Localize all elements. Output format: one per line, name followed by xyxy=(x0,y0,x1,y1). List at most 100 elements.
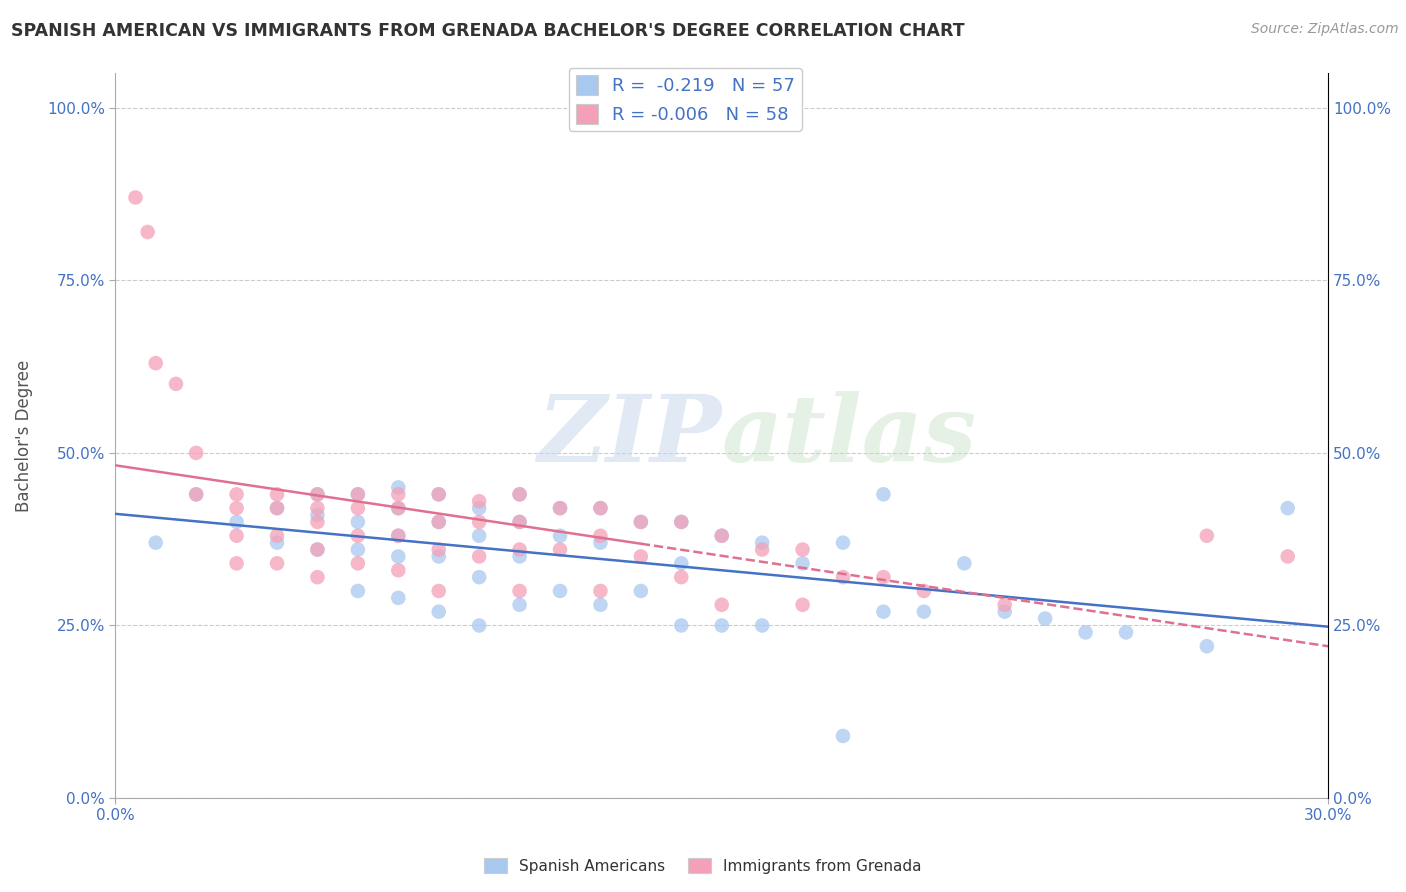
Point xyxy=(589,529,612,543)
Legend: R =  -0.219   N = 57, R = -0.006   N = 58: R = -0.219 N = 57, R = -0.006 N = 58 xyxy=(568,68,801,131)
Point xyxy=(347,501,370,516)
Point xyxy=(468,515,491,529)
Point xyxy=(427,515,450,529)
Point xyxy=(671,557,693,571)
Point xyxy=(225,487,247,501)
Point xyxy=(872,570,894,584)
Point xyxy=(186,446,208,460)
Point xyxy=(387,501,409,516)
Point xyxy=(468,570,491,584)
Point xyxy=(912,605,935,619)
Point xyxy=(751,618,773,632)
Point xyxy=(307,487,329,501)
Point xyxy=(1115,625,1137,640)
Point xyxy=(710,598,733,612)
Point xyxy=(387,563,409,577)
Point xyxy=(307,542,329,557)
Text: Source: ZipAtlas.com: Source: ZipAtlas.com xyxy=(1251,22,1399,37)
Point xyxy=(225,529,247,543)
Point xyxy=(994,598,1017,612)
Point xyxy=(145,535,167,549)
Point xyxy=(225,501,247,516)
Point xyxy=(186,487,208,501)
Point xyxy=(225,557,247,571)
Point xyxy=(347,557,370,571)
Point xyxy=(994,605,1017,619)
Point xyxy=(387,529,409,543)
Text: SPANISH AMERICAN VS IMMIGRANTS FROM GRENADA BACHELOR'S DEGREE CORRELATION CHART: SPANISH AMERICAN VS IMMIGRANTS FROM GREN… xyxy=(11,22,965,40)
Point xyxy=(751,542,773,557)
Point xyxy=(427,584,450,599)
Point xyxy=(427,542,450,557)
Point xyxy=(509,487,531,501)
Point xyxy=(509,515,531,529)
Point xyxy=(307,542,329,557)
Point xyxy=(509,487,531,501)
Text: ZIP: ZIP xyxy=(537,391,721,481)
Point xyxy=(165,376,187,391)
Point xyxy=(387,549,409,564)
Point xyxy=(186,487,208,501)
Point xyxy=(792,542,814,557)
Point xyxy=(589,535,612,549)
Point xyxy=(548,501,571,516)
Point xyxy=(1195,529,1218,543)
Point xyxy=(387,501,409,516)
Point xyxy=(266,557,288,571)
Point xyxy=(307,508,329,522)
Point xyxy=(1195,639,1218,653)
Point xyxy=(509,549,531,564)
Point xyxy=(266,501,288,516)
Point xyxy=(509,584,531,599)
Point xyxy=(1033,611,1056,625)
Point xyxy=(872,605,894,619)
Point xyxy=(630,549,652,564)
Point xyxy=(710,529,733,543)
Point xyxy=(630,515,652,529)
Point xyxy=(387,480,409,494)
Point xyxy=(427,549,450,564)
Point xyxy=(136,225,159,239)
Point xyxy=(792,557,814,571)
Point xyxy=(347,584,370,599)
Point xyxy=(347,487,370,501)
Point xyxy=(347,487,370,501)
Point xyxy=(509,515,531,529)
Point xyxy=(710,529,733,543)
Text: atlas: atlas xyxy=(721,391,977,481)
Point xyxy=(671,570,693,584)
Point xyxy=(1277,549,1299,564)
Point xyxy=(548,529,571,543)
Point xyxy=(468,618,491,632)
Point xyxy=(671,515,693,529)
Point xyxy=(872,487,894,501)
Point xyxy=(124,190,146,204)
Point xyxy=(145,356,167,370)
Point xyxy=(1277,501,1299,516)
Point xyxy=(347,542,370,557)
Point xyxy=(589,501,612,516)
Point xyxy=(548,542,571,557)
Y-axis label: Bachelor's Degree: Bachelor's Degree xyxy=(15,359,32,512)
Point xyxy=(307,487,329,501)
Point xyxy=(387,591,409,605)
Point xyxy=(307,501,329,516)
Point xyxy=(832,570,855,584)
Point xyxy=(468,529,491,543)
Point xyxy=(427,515,450,529)
Point xyxy=(387,487,409,501)
Point xyxy=(225,515,247,529)
Point xyxy=(427,487,450,501)
Point xyxy=(630,515,652,529)
Point xyxy=(589,598,612,612)
Point xyxy=(671,618,693,632)
Point xyxy=(266,501,288,516)
Point xyxy=(630,584,652,599)
Point xyxy=(832,729,855,743)
Point xyxy=(548,584,571,599)
Point xyxy=(548,501,571,516)
Point xyxy=(427,487,450,501)
Point xyxy=(509,598,531,612)
Point xyxy=(387,529,409,543)
Point xyxy=(266,487,288,501)
